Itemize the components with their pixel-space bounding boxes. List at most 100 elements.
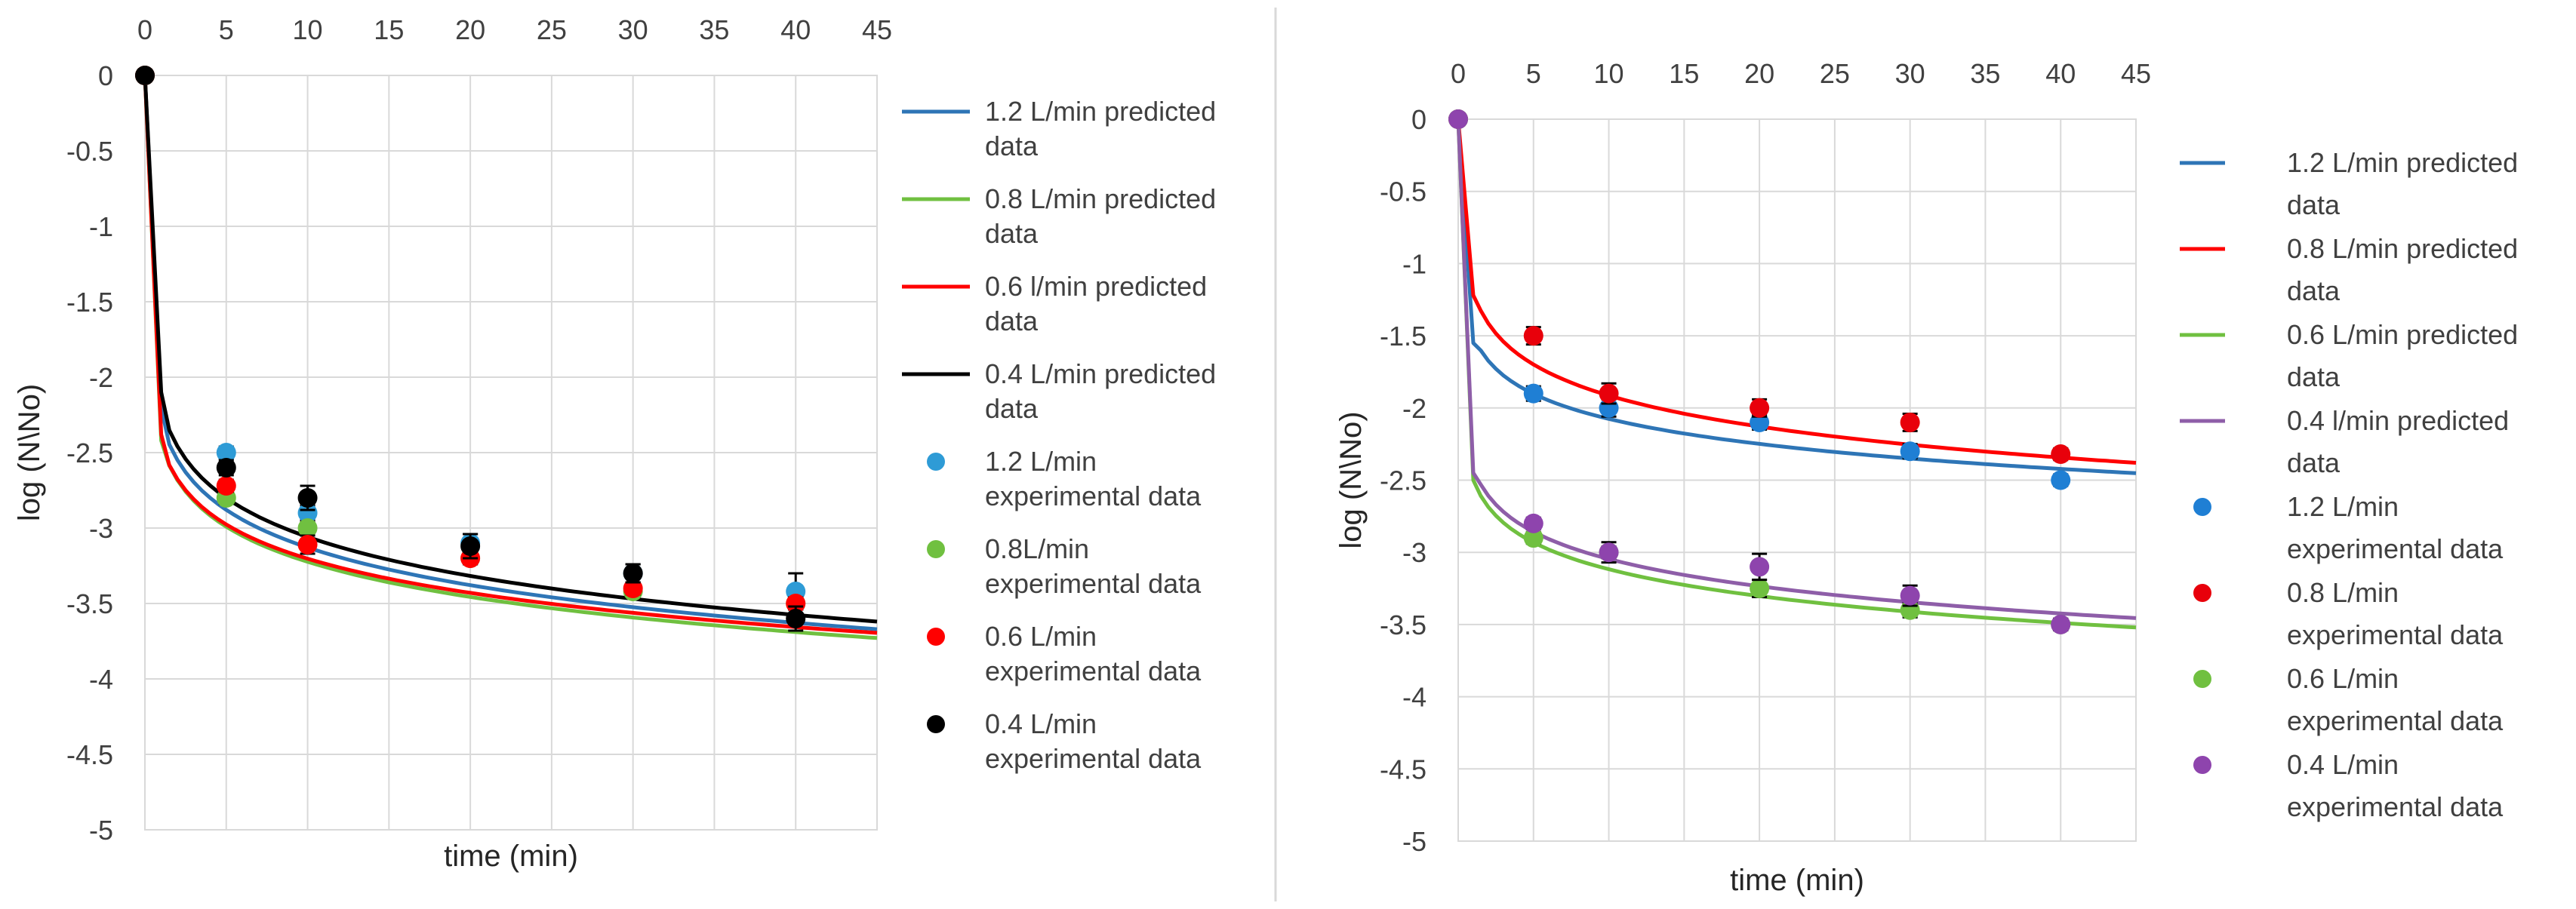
y-tick-label: -0.5 <box>66 136 113 167</box>
legend-label: 0.6 L/min <box>2287 663 2399 694</box>
legend-label: 0.6 L/min <box>985 621 1097 652</box>
x-tick-label: 0 <box>137 14 152 45</box>
y-tick-label: -5 <box>89 815 113 846</box>
experimental-data-point <box>1523 383 1543 404</box>
legend-label: data <box>2287 447 2341 478</box>
experimental-data-point <box>135 66 155 85</box>
legend-label: 0.8 L/min <box>2287 577 2399 608</box>
legend-label: data <box>985 218 1039 249</box>
y-tick-label: -0.5 <box>1380 177 1426 207</box>
experimental-data-point <box>216 458 236 478</box>
y-tick-label: -2 <box>1402 393 1426 424</box>
experimental-data-point <box>297 535 318 554</box>
experimental-data-point <box>1599 542 1619 563</box>
experimental-data-point <box>2051 444 2071 465</box>
x-tick-label: 20 <box>1744 58 1774 89</box>
y-tick-label: -2.5 <box>66 438 113 468</box>
experimental-data-point <box>786 609 806 628</box>
predicted-series-line <box>1456 118 2137 475</box>
y-tick-label: -3.5 <box>1380 610 1426 640</box>
x-tick-label: 0 <box>1451 58 1466 89</box>
plot-area <box>1457 118 2137 842</box>
legend-label: data <box>985 393 1039 424</box>
experimental-data-point <box>216 443 236 462</box>
y-tick-label: 0 <box>98 60 113 91</box>
y-tick-label: -4 <box>1402 682 1426 713</box>
x-tick-label: 10 <box>1594 58 1624 89</box>
legend-label: data <box>985 131 1039 161</box>
y-axis-title: log (N\No) <box>1334 411 1368 548</box>
x-tick-label: 20 <box>455 14 485 45</box>
legend-label: 1.2 L/min <box>985 446 1097 477</box>
experimental-data-point <box>1448 109 1468 129</box>
experimental-data-point <box>1750 398 1770 418</box>
legend-label: experimental data <box>2287 533 2504 564</box>
legend-dot-marker <box>2193 756 2211 774</box>
legend-label: data <box>2287 275 2341 306</box>
experimental-data-point <box>460 536 481 556</box>
experimental-data-point <box>1523 513 1543 533</box>
predicted-series-line <box>1456 118 2137 620</box>
y-tick-label: -1 <box>1402 248 1426 279</box>
x-tick-label: 30 <box>1895 58 1925 89</box>
experimental-data-point <box>623 564 643 583</box>
experimental-data-point <box>297 518 318 538</box>
x-tick-label: 35 <box>699 14 729 45</box>
experimental-data-point <box>786 594 806 613</box>
experimental-data-point <box>297 503 318 523</box>
x-tick-label: 5 <box>219 14 234 45</box>
y-tick-label: -3 <box>89 513 113 544</box>
predicted-series-line <box>143 75 878 624</box>
predicted-series-line <box>1456 118 2137 630</box>
experimental-data-point <box>1750 579 1770 599</box>
legend-label: 0.4 L/min <box>985 708 1097 739</box>
experimental-data-point <box>1523 528 1543 548</box>
legend-label: experimental data <box>2287 619 2504 650</box>
y-axis-title: log (N\No) <box>13 384 46 521</box>
x-axis-title: time (min) <box>444 840 578 873</box>
legend-label: 0.8 L/min predicted <box>985 183 1216 214</box>
predicted-series-line <box>143 75 878 635</box>
y-tick-label: -3.5 <box>66 588 113 619</box>
legend-dot-marker <box>927 628 945 646</box>
experimental-data-point <box>1900 585 1920 606</box>
x-tick-label: 15 <box>374 14 404 45</box>
y-tick-label: -5 <box>1402 826 1426 857</box>
legend-dot-marker <box>927 453 945 471</box>
legend-label: 1.2 L/min predicted <box>985 96 1216 127</box>
y-tick-label: -1.5 <box>1380 321 1426 352</box>
x-tick-label: 40 <box>2045 58 2076 89</box>
experimental-data-point <box>2051 470 2071 490</box>
y-tick-label: -4.5 <box>1380 754 1426 785</box>
predicted-series-line <box>143 75 878 640</box>
y-tick-label: -1.5 <box>66 287 113 318</box>
plot-area <box>144 75 878 831</box>
x-axis-title: time (min) <box>1730 864 1864 897</box>
x-tick-label: 45 <box>2121 58 2151 89</box>
legend-label: 0.8L/min <box>985 533 1089 564</box>
experimental-data-point <box>1900 441 1920 462</box>
y-tick-label: -2 <box>89 362 113 393</box>
experimental-data-point <box>1900 412 1920 432</box>
legend-label: experimental data <box>2287 791 2504 822</box>
experimental-data-point <box>2051 614 2071 634</box>
x-tick-label: 45 <box>862 14 892 45</box>
y-tick-label: 0 <box>1411 104 1426 135</box>
x-tick-label: 15 <box>1669 58 1699 89</box>
experimental-data-point <box>1750 557 1770 577</box>
legend-label: 0.4 L/min predicted <box>985 358 1216 389</box>
legend-label: 0.4 l/min predicted <box>2287 405 2509 436</box>
experimental-data-point <box>1523 326 1543 346</box>
chart-right: 0 5 10 15 20 25 30 35 40 45 0 -0.5 -1 -1.5 -2 -2.5 -3 -3.… <box>1334 58 2518 897</box>
experimental-data-point <box>1599 383 1619 404</box>
x-tick-label: 25 <box>1820 58 1850 89</box>
predicted-series-line <box>143 75 878 631</box>
x-tick-label: 5 <box>1526 58 1541 89</box>
y-tick-label: -1 <box>89 211 113 242</box>
legend-dot-marker <box>927 715 945 733</box>
legend-label: 1.2 L/min <box>2287 491 2399 522</box>
legend-dot-marker <box>2193 584 2211 602</box>
y-tick-label: -4.5 <box>66 739 113 770</box>
legend-label: 1.2 L/min predicted <box>2287 147 2518 178</box>
